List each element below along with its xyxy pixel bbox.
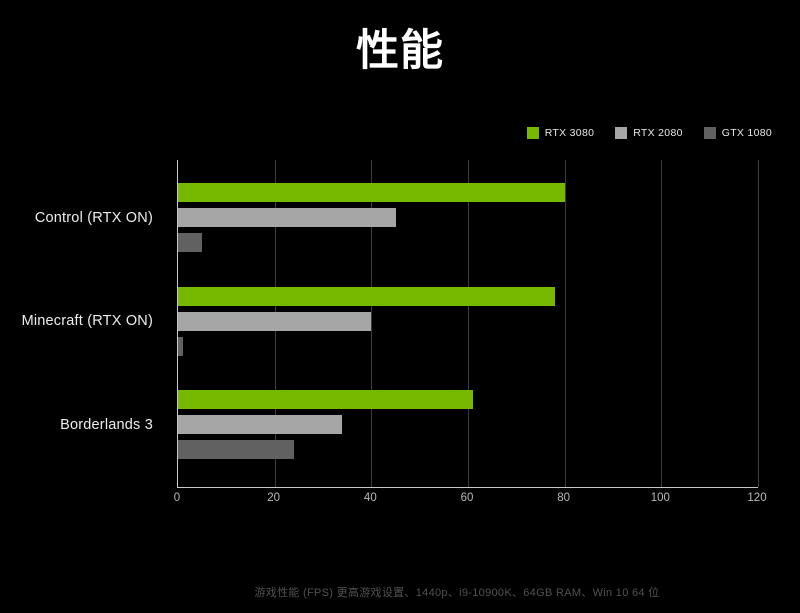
- x-tick-label: 120: [747, 492, 767, 504]
- gridline: [371, 160, 373, 487]
- bar-rtx-3080: [178, 286, 555, 306]
- bar-rtx-3080: [178, 390, 473, 409]
- bar-gtx-1080: [178, 440, 294, 459]
- x-tick-label: 0: [173, 492, 181, 504]
- x-tick-label: 20: [267, 492, 281, 504]
- gridline: [758, 160, 759, 487]
- legend-label: RTX 3080: [544, 127, 595, 139]
- gridline: [468, 160, 469, 487]
- plot-area: [177, 160, 759, 488]
- x-tick-label: 40: [363, 492, 377, 504]
- bar-gtx-1080: [178, 336, 183, 356]
- legend-item: RTX 2080: [615, 127, 683, 139]
- bar-gtx-1080: [178, 233, 203, 252]
- bar-rtx-2080: [178, 415, 343, 434]
- bar-rtx-2080: [178, 208, 396, 227]
- legend-swatch-icon: [526, 127, 539, 139]
- category-label: Control (RTX ON): [34, 209, 153, 226]
- chart-legend: RTX 3080 RTX 2080 GTX 1080: [526, 127, 772, 139]
- legend-label: GTX 1080: [721, 127, 772, 139]
- legend-swatch-icon: [615, 127, 628, 139]
- category-label: Minecraft (RTX ON): [21, 313, 153, 329]
- page-title: 性能: [356, 27, 444, 75]
- legend-item: GTX 1080: [703, 127, 772, 139]
- gridline: [564, 160, 566, 487]
- gridline: [661, 160, 663, 487]
- x-tick-label: 80: [557, 492, 571, 504]
- x-tick-label: 60: [460, 492, 474, 504]
- legend-label: RTX 2080: [633, 127, 683, 139]
- bar-rtx-3080: [178, 183, 565, 202]
- legend-swatch-icon: [703, 127, 716, 139]
- x-tick-label: 100: [650, 492, 670, 504]
- bar-rtx-2080: [178, 311, 372, 331]
- category-label: Borderlands 3: [60, 416, 153, 433]
- x-axis-tick-labels: 0 20 40 60 80 100 120: [173, 492, 767, 508]
- legend-item: RTX 3080: [526, 127, 595, 139]
- chart-footnote: 游戏性能 (FPS) 更高游戏设置、1440p、i9-10900K、64GB R…: [254, 587, 660, 599]
- category-axis-labels: Control (RTX ON) Minecraft (RTX ON) Border…: [0, 160, 153, 487]
